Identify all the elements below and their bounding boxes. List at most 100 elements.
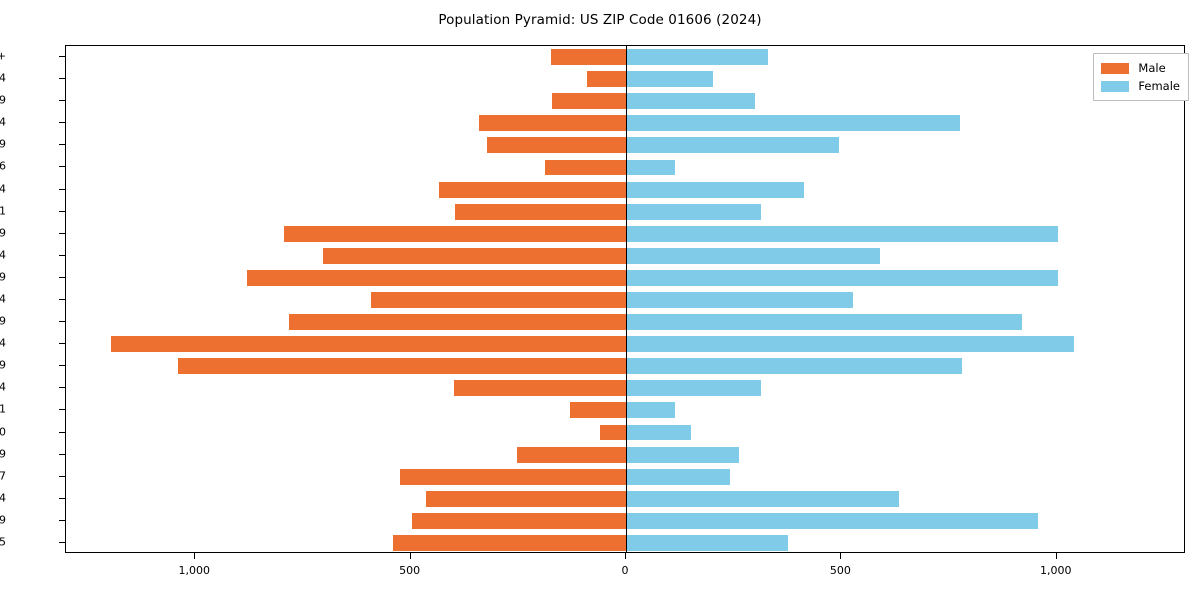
y-axis-tick-mark xyxy=(59,56,65,58)
bar-group xyxy=(66,490,1184,507)
y-axis-tick-label: 45-49 xyxy=(0,270,6,284)
y-axis-tick-mark xyxy=(59,541,65,543)
bar-group xyxy=(66,468,1184,485)
y-axis-tick-mark xyxy=(59,365,65,367)
x-axis-tick-mark xyxy=(840,553,842,559)
bar-male xyxy=(426,490,626,507)
legend-label: Female xyxy=(1138,79,1180,93)
y-axis-tick-mark xyxy=(59,299,65,300)
bar-male xyxy=(411,512,626,529)
y-axis-tick-label: 35-39 xyxy=(0,314,6,328)
bar-group xyxy=(66,269,1184,286)
y-axis-tick-mark xyxy=(59,254,65,256)
bar-male xyxy=(246,269,626,286)
y-axis-tick-label: 62-64 xyxy=(0,182,6,196)
x-axis-tick-label: 500 xyxy=(399,564,421,577)
y-axis-tick-mark xyxy=(59,321,65,323)
bar-group xyxy=(66,71,1184,88)
y-axis-tick-label: 40-44 xyxy=(0,292,6,306)
legend-swatch xyxy=(1101,80,1130,92)
legend-label: Male xyxy=(1138,61,1166,75)
bar-female xyxy=(626,137,839,154)
bar-male xyxy=(177,358,626,375)
bar-female xyxy=(626,424,691,441)
x-axis-tick-label: 500 xyxy=(829,564,851,577)
bar-female xyxy=(626,468,730,485)
bar-female xyxy=(626,336,1074,353)
bar-male xyxy=(517,446,626,463)
bar-female xyxy=(626,115,961,132)
y-axis-tick-mark xyxy=(59,144,65,146)
y-axis-tick-label: 75-79 xyxy=(0,93,6,107)
bar-female xyxy=(626,247,880,264)
x-axis-tick-label: 1,000 xyxy=(178,564,210,577)
legend-entry[interactable]: Male xyxy=(1101,59,1180,77)
bar-female xyxy=(626,292,853,308)
bar-male xyxy=(453,380,626,397)
bars-layer xyxy=(66,46,1184,552)
y-axis-tick-label: 65-66 xyxy=(0,159,6,173)
y-axis-tick-mark xyxy=(59,100,65,102)
x-axis: 1,000 500 0 500 1,000 xyxy=(0,553,1200,593)
y-axis-tick-mark xyxy=(59,453,65,455)
x-axis-tick-label: 1,000 xyxy=(1040,564,1072,577)
x-axis-tick-mark xyxy=(1055,553,1057,559)
bar-male xyxy=(454,203,626,220)
bar-female xyxy=(626,203,761,220)
legend-entry[interactable]: Female xyxy=(1101,77,1180,95)
y-axis-tick-label: 10-14 xyxy=(0,491,6,505)
bar-male xyxy=(393,535,626,551)
y-axis-tick-label: 50-54 xyxy=(0,248,6,262)
bar-male xyxy=(110,336,626,353)
bar-group xyxy=(66,535,1184,551)
bar-group xyxy=(66,424,1184,441)
bar-male xyxy=(371,292,626,308)
bar-group xyxy=(66,402,1184,419)
bar-female xyxy=(626,402,675,419)
bar-male xyxy=(322,247,626,264)
legend-swatch xyxy=(1101,62,1130,74)
y-axis-tick-label: 21 xyxy=(0,402,6,416)
x-axis-tick-label: 0 xyxy=(621,564,629,577)
bar-male xyxy=(283,225,626,242)
bar-male xyxy=(400,468,626,485)
bar-female xyxy=(626,181,804,198)
bar-group xyxy=(66,336,1184,353)
bar-male xyxy=(438,181,626,198)
bar-group xyxy=(66,137,1184,154)
y-axis-tick-mark xyxy=(59,519,65,521)
y-axis-tick-label: 15-17 xyxy=(0,469,6,483)
y-axis-tick-mark xyxy=(59,343,65,345)
y-axis-tick-label: 18-19 xyxy=(0,447,6,461)
bar-female xyxy=(626,535,788,551)
y-axis-tick-label: 25-29 xyxy=(0,358,6,372)
bar-female xyxy=(626,314,1023,331)
y-axis-tick-mark xyxy=(59,232,65,234)
y-axis-tick-mark xyxy=(59,387,65,389)
y-axis-tick-label: 67-69 xyxy=(0,137,6,151)
y-axis-tick-mark xyxy=(59,431,65,433)
bar-male xyxy=(586,71,626,88)
y-axis-tick-label: 80-84 xyxy=(0,71,6,85)
y-axis-tick-label: 70-74 xyxy=(0,115,6,129)
bar-male xyxy=(545,159,626,176)
x-axis-tick-mark xyxy=(625,553,626,559)
y-axis-tick-label: 30-34 xyxy=(0,336,6,350)
bar-male xyxy=(550,49,626,65)
y-axis-tick-mark xyxy=(59,188,65,190)
y-axis-tick-label: 20 xyxy=(0,425,6,439)
bar-group xyxy=(66,203,1184,220)
bar-female xyxy=(626,93,756,110)
bar-female xyxy=(626,380,761,397)
y-axis-tick-mark xyxy=(59,122,65,124)
bar-female xyxy=(626,490,899,507)
bar-male xyxy=(487,137,626,154)
y-axis-tick-mark xyxy=(59,78,65,80)
y-axis-tick-label: Under 5 xyxy=(0,535,6,549)
bar-female xyxy=(626,159,675,176)
chart-legend: Male Female xyxy=(1093,53,1189,101)
bar-group xyxy=(66,358,1184,375)
bar-male xyxy=(288,314,626,331)
y-axis-tick-mark xyxy=(59,475,65,477)
